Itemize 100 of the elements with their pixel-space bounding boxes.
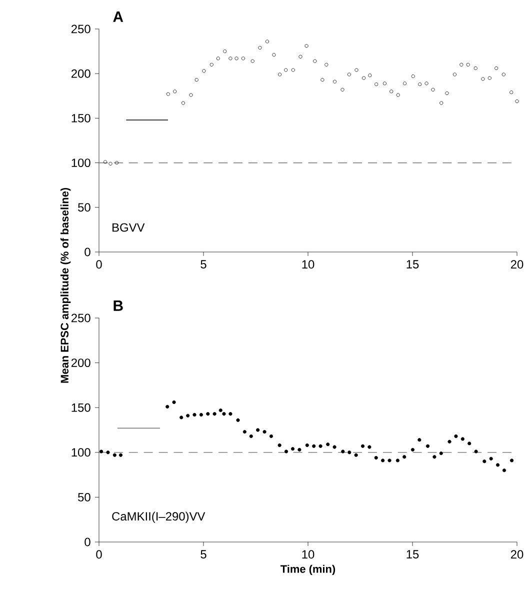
y-axis-title: Mean EPSC amplitude (% of baseline) [60,188,71,383]
point [173,90,177,94]
x-tick-label: 5 [200,550,206,559]
point [411,74,415,78]
point [402,82,407,86]
point [249,434,253,438]
point [222,412,226,416]
annotation: BGVV [112,223,145,232]
x-tick-label: 20 [510,260,524,269]
point [347,72,351,76]
point [440,101,444,105]
chart-title: B [114,300,123,311]
point [390,90,394,94]
point [341,450,345,454]
point [305,443,309,448]
point [298,448,302,452]
point [218,408,222,412]
point [354,68,358,72]
point [114,161,119,165]
point [354,453,358,457]
point [313,59,317,63]
point [223,50,227,54]
point [326,442,330,446]
x-tick-label: 5 [200,260,206,268]
point [172,400,176,404]
y-tick-label: 200 [71,69,90,78]
point [489,456,493,460]
point [312,444,316,448]
point [262,430,266,434]
point [448,440,452,444]
x-tick-label: 15 [406,260,419,268]
point [202,69,206,73]
point [258,46,262,50]
point [332,80,337,84]
point [180,416,184,420]
point [510,90,514,94]
point [216,56,220,60]
point [454,434,458,438]
point [228,412,232,416]
point [212,412,216,416]
point [241,56,246,60]
point [291,68,295,72]
point [250,59,254,63]
point [166,404,170,408]
point [474,450,478,454]
point [432,455,436,459]
point [439,452,443,456]
x-tick-label: 20 [510,550,524,559]
point [106,450,110,454]
point [374,456,378,460]
x-tick-label: 0 [96,550,102,559]
point [460,62,464,66]
point [210,62,214,66]
point [418,82,422,86]
point [181,101,186,105]
point [510,458,514,462]
chart-title: A [113,12,124,22]
point [189,93,193,97]
point [445,91,449,96]
x-tick-label: 0 [96,260,102,269]
point [318,444,322,448]
point [278,443,282,448]
point [304,44,308,48]
point [112,453,116,457]
point [452,72,457,76]
point [382,82,386,86]
x-axis-title: Time (min) [280,564,336,576]
point [192,412,196,417]
point [269,434,274,438]
point [228,56,232,60]
point [320,78,324,82]
point [186,414,190,418]
point [431,88,435,92]
point [496,463,500,467]
point [502,468,506,472]
point [402,455,406,459]
point [206,412,210,416]
point [100,450,104,454]
y-tick-label: 50 [78,492,90,502]
point [284,68,288,72]
point [482,460,486,464]
point [418,438,422,442]
point [340,88,344,92]
point [332,445,336,449]
point [396,93,400,97]
point [234,56,238,60]
y-tick-label: 100 [72,448,90,457]
point [466,62,470,66]
y-tick-label: 100 [72,158,90,168]
point [256,428,260,432]
point [194,78,198,82]
y-tick-label: 0 [84,538,90,546]
point [166,92,170,96]
point [515,99,519,104]
point [502,72,506,76]
x-tick-label: 10 [302,260,314,269]
point [236,418,240,422]
x-tick-label: 10 [302,550,314,559]
point [298,54,302,58]
point [474,66,478,70]
